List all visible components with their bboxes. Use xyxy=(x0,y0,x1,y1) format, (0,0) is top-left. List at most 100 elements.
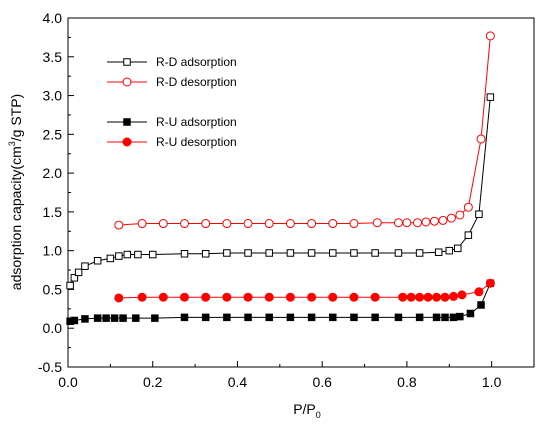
data-point xyxy=(307,249,316,257)
data-point xyxy=(132,314,140,322)
x-axis-title: P/P0 xyxy=(293,401,321,420)
data-point xyxy=(119,314,127,322)
data-point xyxy=(123,250,132,259)
x-axis: 0.0 0.2 0.4 0.6 0.8 1.0 xyxy=(58,361,502,390)
series-3 xyxy=(114,278,495,303)
data-point xyxy=(223,249,231,257)
x-tick-label: 1.0 xyxy=(482,374,502,390)
data-point xyxy=(464,231,473,239)
y-axis-title-rest: /g STP) xyxy=(8,94,24,141)
data-point xyxy=(137,219,147,229)
data-point xyxy=(455,210,465,220)
data-point xyxy=(372,218,382,228)
data-point xyxy=(370,292,380,302)
y-axis-title-superscript: 3 xyxy=(7,141,17,146)
data-point xyxy=(445,246,454,255)
x-tick-label: 0.6 xyxy=(312,374,332,390)
data-point xyxy=(137,292,147,302)
legend-label: R-D desorption xyxy=(156,75,237,89)
data-point xyxy=(223,313,231,322)
data-point xyxy=(432,313,441,322)
data-point xyxy=(413,218,422,228)
y-tick-label: 1.0 xyxy=(43,243,63,259)
data-point xyxy=(474,287,484,297)
legend-label: R-U desorption xyxy=(156,135,237,149)
series-2 xyxy=(66,279,495,325)
data-point xyxy=(244,249,252,257)
data-point xyxy=(349,219,359,229)
data-point xyxy=(329,249,337,257)
data-point xyxy=(441,313,449,322)
data-point xyxy=(93,314,102,322)
y-tick-label: -0.5 xyxy=(38,359,62,375)
data-point xyxy=(264,292,274,302)
y-tick-label: 4.0 xyxy=(43,10,63,26)
legend-marker xyxy=(123,118,131,126)
series-1 xyxy=(114,31,495,230)
data-point xyxy=(307,292,317,302)
data-point xyxy=(329,313,337,322)
data-point xyxy=(434,248,443,256)
data-point xyxy=(415,249,424,257)
data-point xyxy=(394,313,403,322)
data-point xyxy=(158,292,168,302)
data-point xyxy=(328,219,338,229)
data-point xyxy=(222,292,232,302)
data-point xyxy=(114,293,124,303)
data-point xyxy=(466,309,475,318)
data-point xyxy=(485,31,495,41)
x-tick-label: 0.4 xyxy=(228,374,248,390)
data-point xyxy=(429,216,439,226)
data-point xyxy=(402,218,412,228)
data-point xyxy=(415,292,425,302)
y-tick-label: 2.0 xyxy=(43,165,63,181)
data-point xyxy=(74,268,83,277)
data-point xyxy=(371,313,379,322)
legend-marker xyxy=(122,77,132,87)
data-point xyxy=(476,134,486,144)
data-point xyxy=(244,313,252,322)
data-point xyxy=(286,249,295,257)
data-point xyxy=(222,219,232,229)
series-0 xyxy=(66,93,495,290)
series-layer xyxy=(66,31,495,325)
y-tick-label: 2.5 xyxy=(43,126,63,142)
data-point xyxy=(93,256,102,265)
y-tick-label: 3.5 xyxy=(43,49,63,65)
y-axis-title-main: adsorption capacity(cm xyxy=(8,146,24,290)
data-point xyxy=(449,313,458,322)
data-point xyxy=(114,220,124,230)
data-point xyxy=(264,219,274,229)
data-point xyxy=(446,213,456,223)
legend-label: R-U adsorption xyxy=(156,115,237,129)
data-point xyxy=(201,219,211,229)
data-point xyxy=(201,250,210,258)
data-point xyxy=(453,244,462,253)
data-point xyxy=(457,290,467,300)
data-point xyxy=(423,292,433,302)
legend-item: R-D adsorption xyxy=(107,55,237,69)
data-point xyxy=(286,313,295,322)
data-point xyxy=(449,291,459,301)
data-point xyxy=(102,314,110,322)
legend-item: R-U adsorption xyxy=(107,115,237,129)
data-point xyxy=(151,314,159,322)
x-axis-title-main: P/P xyxy=(293,401,316,417)
data-point xyxy=(265,313,273,322)
data-point xyxy=(81,262,89,270)
data-point xyxy=(134,250,142,259)
data-point xyxy=(350,313,358,322)
data-point xyxy=(463,202,473,212)
y-tick-label: 0.5 xyxy=(43,281,63,297)
data-point xyxy=(158,219,168,229)
data-point xyxy=(393,218,403,228)
data-point xyxy=(406,292,416,302)
data-point xyxy=(307,219,317,229)
data-point xyxy=(243,292,253,302)
legend-marker xyxy=(123,58,131,66)
x-tick-label: 0.8 xyxy=(397,374,417,390)
y-tick-label: 0.0 xyxy=(43,320,63,336)
data-point xyxy=(70,274,79,282)
x-tick-label: 0.0 xyxy=(58,374,78,390)
